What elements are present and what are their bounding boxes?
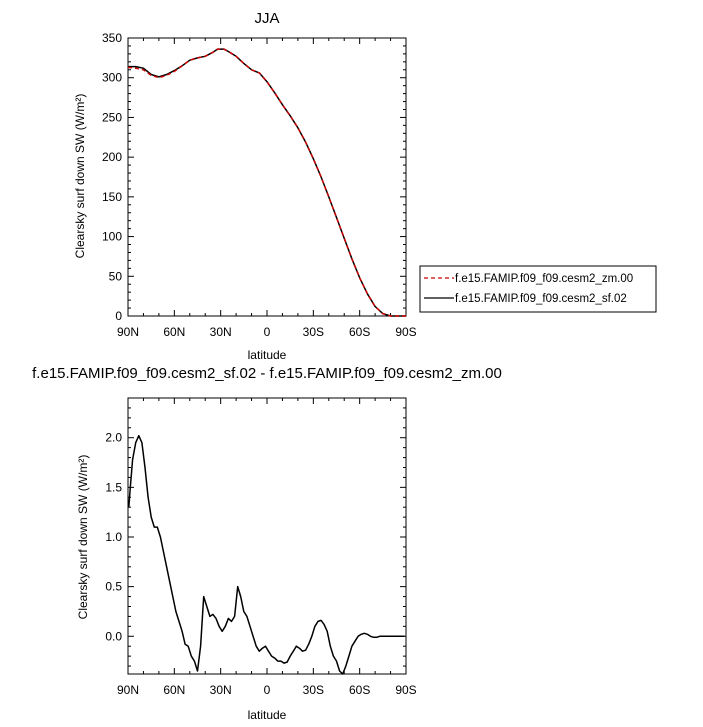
series-line-00 xyxy=(127,48,406,317)
x-tick-label: 30S xyxy=(303,325,324,339)
y-tick-label: 2.0 xyxy=(105,431,122,445)
y-tick-label: 250 xyxy=(102,110,122,124)
x-tick-label: 60S xyxy=(349,683,370,697)
x-tick-label: 30N xyxy=(210,683,232,697)
y-tick-label: 1.0 xyxy=(105,530,122,544)
legend: f.e15.FAMIP.f09_f09.cesm2_zm.00 f.e15.FA… xyxy=(419,265,657,313)
top-chart: JJA Clearsky surf down SW (W/m²) latitud… xyxy=(73,10,657,362)
top-chart-series xyxy=(127,48,406,317)
top-chart-ticks: 90N 60N 30N 0 30S 60S 90S 0 50 100 150 200 250 300 350 xyxy=(102,31,417,339)
bottom-chart: f.e15.FAMIP.f09_f09.cesm2_sf.02 - f.e15.… xyxy=(32,365,502,722)
x-tick-label: 60S xyxy=(349,325,370,339)
x-tick-label: 0 xyxy=(264,325,271,339)
top-chart-plot-area xyxy=(127,37,407,317)
x-tick-label: 60N xyxy=(163,683,185,697)
x-tick-label: 90N xyxy=(117,325,139,339)
x-tick-label: 30S xyxy=(303,683,324,697)
top-chart-xlabel: latitude xyxy=(248,348,287,362)
y-tick-label: 50 xyxy=(109,269,123,283)
x-tick-label: 90S xyxy=(395,683,416,697)
y-tick-label: 0 xyxy=(115,309,122,323)
y-tick-label: 350 xyxy=(102,31,122,45)
legend-label-sf02: f.e15.FAMIP.f09_f09.cesm2_sf.02 xyxy=(455,293,627,305)
legend-label-zm00: f.e15.FAMIP.f09_f09.cesm2_zm.00 xyxy=(455,273,633,285)
legend-box xyxy=(419,265,657,313)
top-chart-ylabel: Clearsky surf down SW (W/m²) xyxy=(73,94,87,259)
bottom-chart-ylabel: Clearsky surf down SW (W/m²) xyxy=(76,455,90,620)
x-tick-label: 90S xyxy=(395,325,416,339)
y-tick-label: 0.5 xyxy=(105,580,122,594)
x-tick-label: 0 xyxy=(264,683,271,697)
bottom-chart-ticks: 90N 60N 30N 0 30S 60S 90S 0.0 0.5 1.0 1.5 2.0 xyxy=(105,397,417,697)
series-line-02 xyxy=(128,48,406,317)
x-tick-label: 90N xyxy=(117,683,139,697)
y-tick-label: 200 xyxy=(102,150,122,164)
y-tick-label: 1.5 xyxy=(105,480,122,494)
x-tick-label: 60N xyxy=(163,325,185,339)
y-tick-label: 100 xyxy=(102,230,122,244)
bottom-chart-series xyxy=(128,434,405,675)
y-tick-label: 0.0 xyxy=(105,629,122,643)
series-line-difference xyxy=(128,434,405,675)
top-chart-title: JJA xyxy=(254,10,279,27)
bottom-chart-title: f.e15.FAMIP.f09_f09.cesm2_sf.02 - f.e15.… xyxy=(32,365,502,382)
x-tick-label: 30N xyxy=(210,325,232,339)
y-tick-label: 150 xyxy=(102,190,122,204)
y-tick-label: 300 xyxy=(102,71,122,85)
bottom-chart-xlabel: latitude xyxy=(248,708,287,722)
